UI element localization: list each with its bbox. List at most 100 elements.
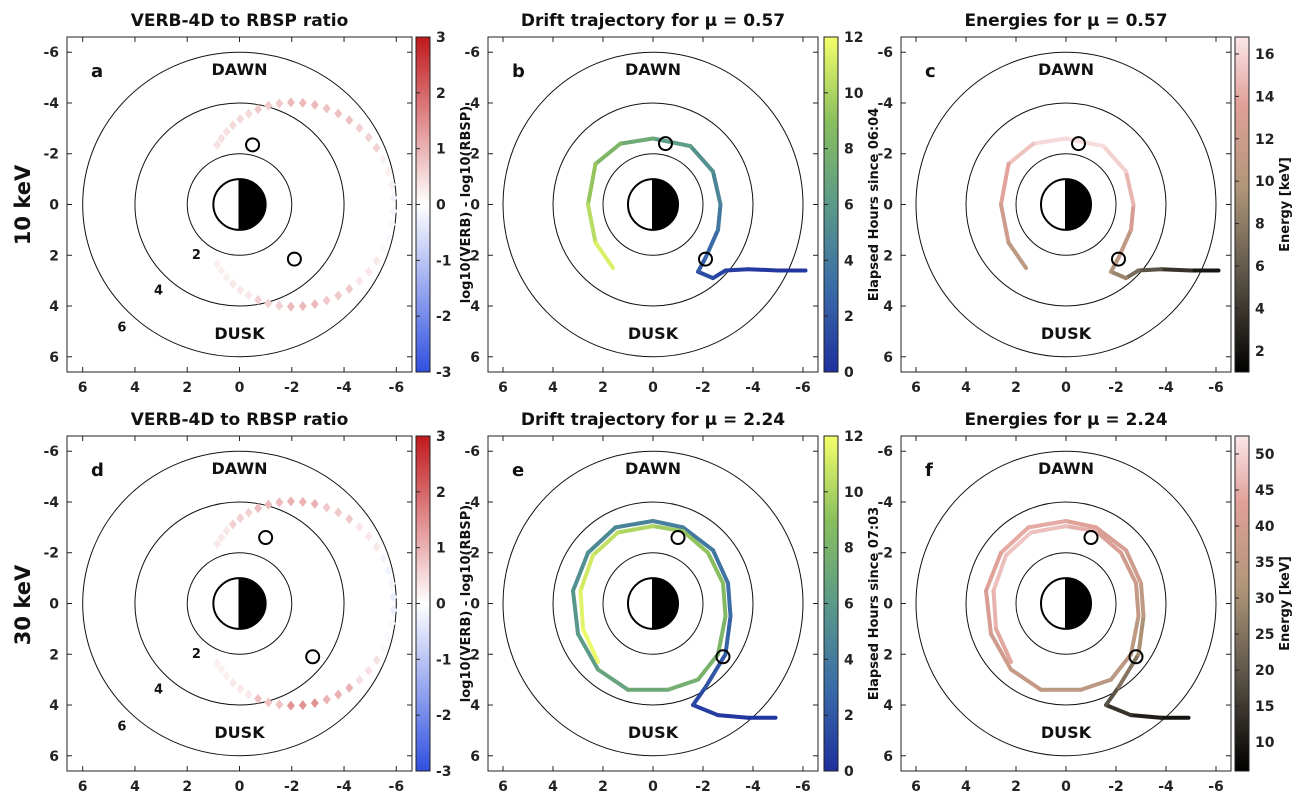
ratio-point (236, 284, 245, 295)
ratio-point (389, 591, 398, 602)
ratio-point (222, 272, 231, 283)
trajectory-segment (1124, 169, 1136, 207)
colorbar-tick-label: 45 (1255, 483, 1274, 499)
trajectory-segment (1104, 703, 1133, 718)
colorbar-label: Elapsed Hours since 07:03 (867, 507, 882, 700)
ratio-point (384, 166, 393, 177)
ratio-point (310, 698, 319, 709)
x-tick-label: 2 (598, 779, 608, 795)
x-tick-label: 4 (961, 779, 971, 795)
ratio-point (222, 671, 231, 682)
x-tick-label: -6 (1208, 779, 1224, 795)
x-tick-label: 4 (548, 380, 558, 396)
x-tick-label: -4 (1158, 380, 1174, 396)
trajectory-segment (578, 588, 585, 631)
colorbar-tick-label: 8 (844, 541, 854, 557)
y-tick-label: 4 (470, 698, 480, 714)
y-tick-label: 2 (470, 647, 480, 663)
y-tick-label: -4 (43, 495, 59, 511)
trajectory-segment (616, 524, 655, 535)
colorbar-tick-label: 8 (1255, 217, 1265, 233)
x-tick-label: 2 (1011, 380, 1021, 396)
observation-marker (698, 251, 713, 267)
trajectory-segment (666, 677, 700, 692)
ratio-point (310, 498, 319, 509)
row-label-top: 10 keV (11, 164, 35, 245)
ratio-point (264, 298, 273, 309)
x-tick-label: -6 (389, 779, 405, 795)
trajectory-segment (1101, 144, 1128, 174)
colorbar-tick-label: 12 (1255, 132, 1274, 148)
trajectory-segment (1004, 530, 1033, 558)
trajectory-segment (1064, 519, 1098, 530)
colorbar-tick-label: 3 (436, 30, 446, 46)
y-tick-label: 4 (49, 299, 59, 315)
y-tick-label: 2 (49, 248, 59, 264)
ratio-point (364, 266, 373, 277)
observation-marker (245, 137, 261, 153)
trajectory-segment (746, 267, 780, 273)
x-tick-label: -2 (1108, 779, 1124, 795)
trajectory-segment (716, 713, 750, 720)
ratio-point (345, 115, 354, 126)
l-shell-ring-6 (82, 51, 397, 358)
ratio-point (310, 299, 319, 310)
colorbar-tick-label: 50 (1255, 447, 1275, 463)
ring-label: 4 (154, 284, 163, 299)
trajectory-segment (991, 588, 998, 631)
ratio-point (236, 683, 245, 694)
colorbar-tick-label: 0 (844, 365, 854, 381)
l-shell-ring-6 (915, 450, 1217, 757)
panel-b: Drift trajectory for μ = 0.57 DAWN DUSK b 6 4… (464, 11, 882, 396)
y-tick-label: 6 (470, 749, 480, 765)
trajectory-segment (586, 525, 618, 555)
l-shell-ring-6 (502, 450, 804, 757)
colorbar-tick-label: 8 (844, 142, 854, 158)
trajectory-segment (706, 550, 725, 586)
dusk-label: DUSK (1041, 324, 1092, 343)
l-shell-ring-6 (502, 51, 804, 358)
colorbar-tick-label: 15 (1255, 699, 1274, 715)
y-tick-label: -2 (464, 147, 480, 163)
observation-marker (715, 649, 731, 665)
y-tick-label: -2 (877, 546, 893, 562)
x-tick-label: 4 (961, 380, 971, 396)
earth-night-side (653, 578, 678, 629)
ratio-point (345, 283, 354, 294)
trajectory-segment (651, 519, 685, 530)
observation-marker (1128, 649, 1144, 665)
ratio-point (322, 295, 331, 306)
x-tick-label: -6 (389, 380, 405, 396)
colorbar-tick-label: 10 (1255, 735, 1275, 751)
ratio-point (228, 120, 237, 131)
colorbar-tick-label: -1 (436, 253, 452, 269)
x-tick-label: -2 (695, 380, 711, 396)
trajectory-segment (723, 267, 750, 273)
x-tick-label: -2 (284, 380, 300, 396)
y-tick-label: -4 (877, 495, 893, 511)
trajectory-segment (1079, 677, 1113, 692)
x-tick-label: -2 (284, 779, 300, 795)
l-shell-ring-4 (134, 102, 345, 307)
trajectory-segment (1116, 652, 1141, 690)
trajectory-segment (1129, 202, 1136, 232)
observation-marker (305, 649, 321, 665)
colorbar-label: log10(VERB) - log10(RBSP) (459, 505, 474, 702)
colorbar-tick-label: 4 (1255, 301, 1265, 317)
ratio-point (322, 103, 331, 114)
observation-marker (258, 530, 274, 546)
y-tick-label: -2 (877, 147, 893, 163)
l-shell-ring-2 (602, 153, 704, 256)
trajectory-segment (681, 529, 710, 555)
colorbar-tick-label: 1 (436, 142, 446, 158)
ratio-point (244, 507, 253, 518)
ratio-point (372, 256, 381, 267)
ratio-point (275, 300, 284, 311)
x-tick-label: 2 (598, 380, 608, 396)
y-tick-label: 0 (49, 597, 59, 613)
y-tick-label: 2 (49, 647, 59, 663)
x-tick-label: 0 (648, 779, 658, 795)
ratio-point (345, 682, 354, 693)
x-tick-label: 6 (78, 380, 88, 396)
